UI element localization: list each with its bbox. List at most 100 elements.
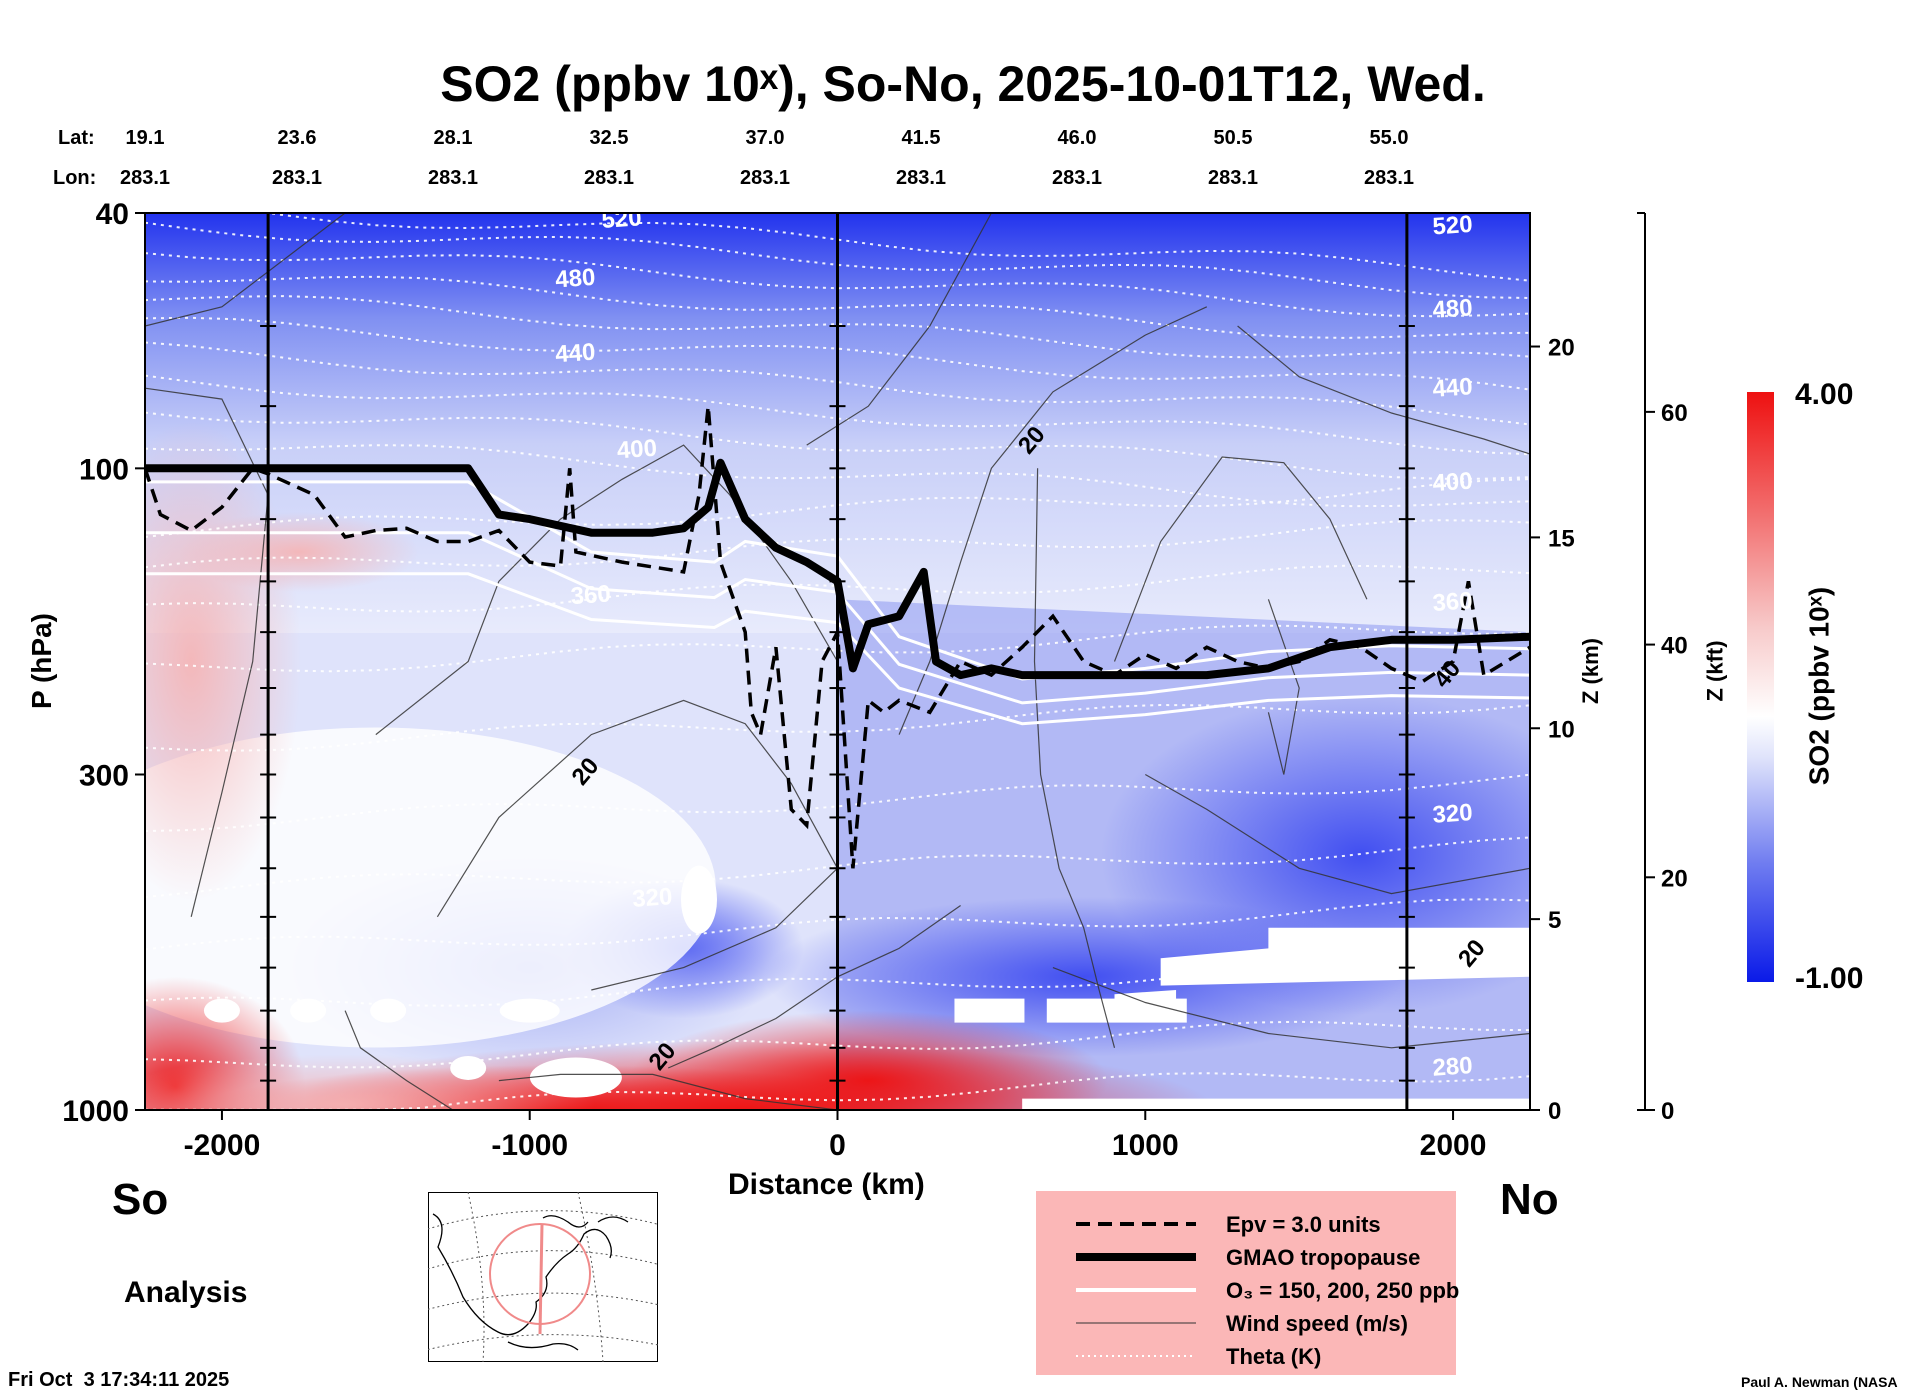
z-kft-tick-label: 60 bbox=[1661, 400, 1688, 427]
lon-value: 283.1 bbox=[895, 167, 947, 189]
theta-contour bbox=[260, 213, 1530, 282]
lat-value: 32.5 bbox=[589, 127, 629, 149]
wind-contour bbox=[1052, 967, 1530, 1049]
z-kft-tick-label: 0 bbox=[1661, 1098, 1674, 1125]
lat-value: 23.6 bbox=[277, 127, 317, 149]
tropopause-line bbox=[145, 458, 1530, 680]
wind-contour bbox=[145, 387, 269, 917]
field-red-area bbox=[628, 1010, 1109, 1110]
wind-contour bbox=[1267, 599, 1300, 775]
legend-dashed-swatch bbox=[1076, 1222, 1196, 1226]
legend-item-ozone: O₃ = 150, 200, 250 ppb bbox=[1036, 1275, 1460, 1305]
z-kft-tick-label: 40 bbox=[1661, 633, 1688, 660]
legend-label: Epv = 3.0 units bbox=[1226, 1212, 1381, 1237]
lat-value: 19.1 bbox=[125, 127, 165, 149]
z-kft-tick-label: 20 bbox=[1661, 865, 1688, 892]
field-white-hole bbox=[203, 998, 240, 1023]
legend-label: GMAO tropopause bbox=[1226, 1245, 1421, 1270]
y-tick-label: 40 bbox=[96, 198, 129, 231]
z-km-tick-label: 5 bbox=[1548, 907, 1561, 934]
map-coastlines bbox=[432, 1213, 629, 1351]
lon-value: 283.1 bbox=[1363, 167, 1415, 189]
wind-contour bbox=[1113, 456, 1368, 662]
theta-label: 520 bbox=[1432, 211, 1474, 241]
z-km-tick-label: 10 bbox=[1548, 716, 1575, 743]
theta-label: 400 bbox=[616, 435, 658, 465]
y-axis-title: P (hPa) bbox=[25, 613, 57, 709]
so2-field bbox=[145, 213, 1530, 1110]
lon-value: 283.1 bbox=[271, 167, 323, 189]
map-graticule bbox=[428, 1192, 658, 1362]
legend-thin-swatch bbox=[1076, 1322, 1196, 1324]
x-tick-label: 2000 bbox=[1420, 1129, 1487, 1162]
lat-value: 50.5 bbox=[1213, 127, 1253, 149]
theta-label: 400 bbox=[1432, 467, 1474, 497]
z-km-tick-label: 15 bbox=[1548, 525, 1575, 552]
wind-contour bbox=[498, 1073, 838, 1110]
theta-contour bbox=[145, 374, 1530, 456]
x-tick-label: 1000 bbox=[1112, 1129, 1179, 1162]
y-tick-label: 1000 bbox=[62, 1095, 129, 1128]
lat-value: 28.1 bbox=[433, 127, 473, 149]
theta-label: 360 bbox=[1432, 587, 1474, 617]
theta-label: 440 bbox=[1432, 373, 1474, 403]
field-white-hole bbox=[529, 1057, 622, 1098]
lat-value: 55.0 bbox=[1369, 127, 1409, 149]
lon-value: 283.1 bbox=[1207, 167, 1259, 189]
legend-label: Theta (K) bbox=[1226, 1344, 1322, 1369]
credit-text: Paul A. Newman (NASA bbox=[1741, 1374, 1898, 1390]
legend-white-swatch bbox=[1076, 1288, 1196, 1292]
x-tick-label: -1000 bbox=[491, 1129, 568, 1162]
theta-label: 320 bbox=[631, 883, 673, 913]
lat-value: 46.0 bbox=[1057, 127, 1097, 149]
field-white-hole bbox=[370, 998, 407, 1023]
lat-value: 37.0 bbox=[745, 127, 785, 149]
z-km-tick-label: 0 bbox=[1548, 1098, 1561, 1125]
lon-value: 283.1 bbox=[119, 167, 171, 189]
theta-label: 320 bbox=[1432, 799, 1474, 829]
legend: Epv = 3.0 units GMAO tropopause O₃ = 150… bbox=[1036, 1191, 1460, 1375]
z-kft-axis-title: Z (kft) bbox=[1702, 640, 1728, 702]
legend-thick-swatch bbox=[1076, 1253, 1196, 1261]
colorbar-title: SO2 (ppbv 10ˣ) bbox=[1803, 586, 1835, 786]
field-white-area bbox=[145, 727, 716, 1048]
field-white-hole bbox=[290, 998, 327, 1023]
lon-value: 283.1 bbox=[583, 167, 635, 189]
wind-contour bbox=[344, 1010, 454, 1110]
ozone-contour bbox=[145, 480, 1530, 681]
colorbar-max-label: 4.00 bbox=[1795, 378, 1854, 411]
z-km-axis-title: Z (km) bbox=[1578, 638, 1603, 704]
z-km-tick-label: 20 bbox=[1548, 335, 1575, 362]
wind-contour bbox=[1237, 325, 1530, 455]
legend-item-epv: Epv = 3.0 units bbox=[1036, 1209, 1456, 1239]
wind-contour bbox=[436, 699, 839, 991]
field-white-hole bbox=[1022, 1098, 1530, 1110]
ozone-contour bbox=[145, 572, 1530, 726]
wind-contour bbox=[1033, 468, 1116, 1048]
chart-title: SO2 (ppbv 10ˣ), So-No, 2025-10-01T12, We… bbox=[440, 56, 1486, 112]
y-tick-label: 100 bbox=[79, 453, 129, 486]
legend-label: O₃ = 150, 200, 250 ppb bbox=[1226, 1278, 1460, 1303]
colorbar bbox=[1747, 392, 1774, 982]
theta-label: 440 bbox=[554, 339, 596, 369]
x-tick-label: 0 bbox=[829, 1129, 846, 1162]
legend-item-theta: Theta (K) bbox=[1036, 1341, 1456, 1371]
y-tick-label: 300 bbox=[79, 759, 129, 792]
theta-contour bbox=[145, 341, 1530, 426]
lon-value: 283.1 bbox=[427, 167, 479, 189]
map-section-line bbox=[538, 1223, 544, 1335]
axes: -2000 -1000 0 1000 2000 40 100 300 1000 0 5 10 15 20 0… bbox=[62, 198, 1687, 1162]
wind-contour bbox=[375, 444, 839, 736]
lat-value: 41.5 bbox=[901, 127, 941, 149]
theta-label: 280 bbox=[1432, 1052, 1474, 1082]
theta-label: 520 bbox=[601, 204, 643, 234]
legend-label: Wind speed (m/s) bbox=[1226, 1311, 1408, 1336]
lat-label: Lat: bbox=[58, 127, 95, 149]
lon-value: 283.1 bbox=[1051, 167, 1103, 189]
timestamp: Fri Oct 3 17:34:11 2025 bbox=[8, 1369, 230, 1391]
x-axis-title: Distance (km) bbox=[728, 1168, 925, 1201]
inset-map bbox=[428, 1192, 658, 1362]
north-label: No bbox=[1500, 1175, 1559, 1224]
field-white-hole bbox=[954, 998, 1025, 1023]
